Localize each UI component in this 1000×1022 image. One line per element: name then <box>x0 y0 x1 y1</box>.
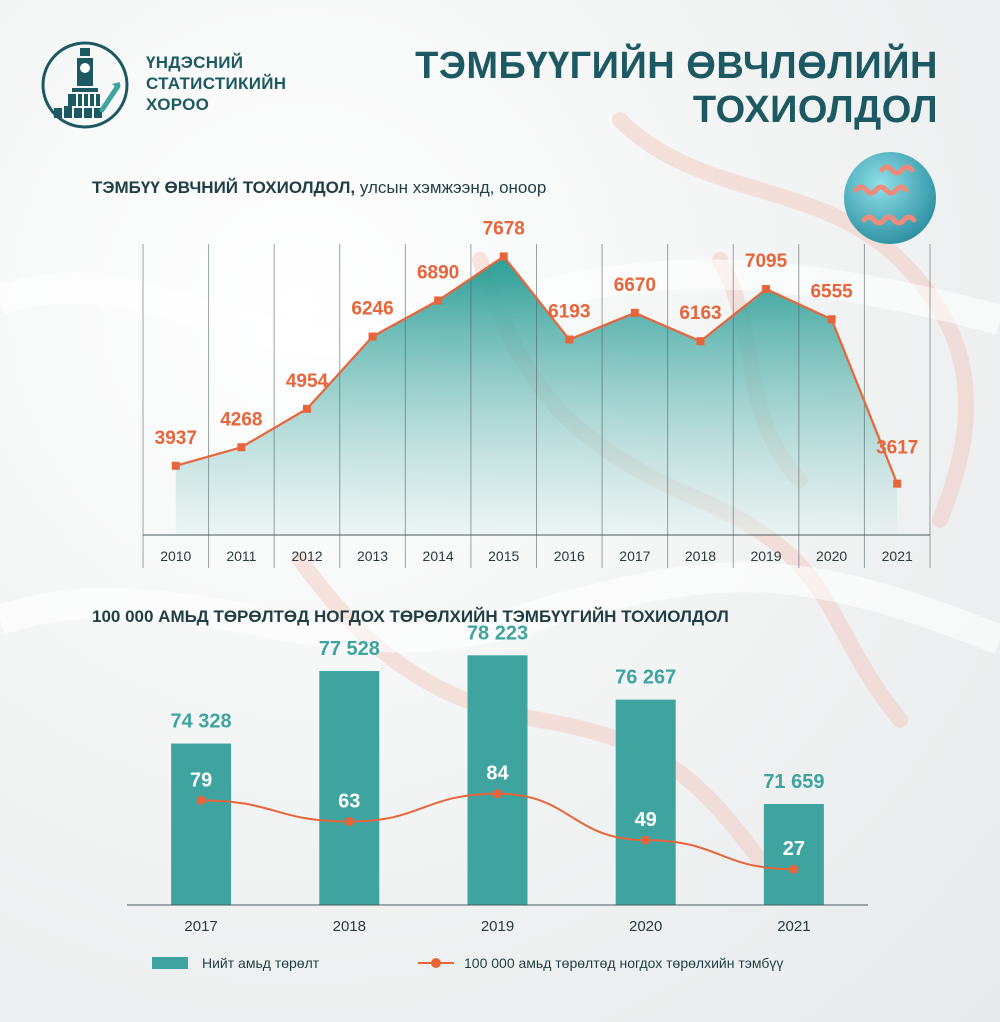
chart2-line-label-2019: 84 <box>486 763 509 785</box>
chart2-tick-2017: 2017 <box>184 918 217 935</box>
chart2-line-label-2018: 63 <box>338 791 360 813</box>
chart1-value-label-2013: 6246 <box>351 299 393 320</box>
chart1-tick-2016: 2016 <box>554 548 585 564</box>
legend-bar-swatch <box>152 957 188 969</box>
chart2-bar-2020 <box>615 699 676 905</box>
legend-item-births: Нийт амьд төрөлт <box>152 955 319 971</box>
chart2-title: 100 000 АМЬД ТӨРӨЛТӨД НОГДОХ ТӨРӨЛХИЙН Т… <box>92 607 729 626</box>
chart2-point-2018 <box>344 817 354 827</box>
chart1-tick-2021: 2021 <box>882 548 913 564</box>
chart2-bar-2019 <box>467 655 528 905</box>
chart1-tick-2020: 2020 <box>816 548 847 564</box>
chart1-value-label-2014: 6890 <box>417 263 459 284</box>
org-name-line-2: СТАТИСТИКИЙН <box>146 74 287 93</box>
chart1-value-label-2015: 7678 <box>483 218 525 239</box>
legend-line-swatch <box>418 957 454 969</box>
legend-label-births: Нийт амьд төрөлт <box>202 955 320 971</box>
legend-label-congenital: 100 000 амьд төрөлтөд ногдох төрөлхийн т… <box>464 955 784 971</box>
chart1-title: ТЭМБҮҮ ӨВЧНИЙ ТОХИОЛДОЛ, улсын хэмжээнд,… <box>92 178 546 198</box>
chart1-value-label-2012: 4954 <box>286 371 329 392</box>
chart1-tick-2013: 2013 <box>357 548 388 564</box>
chart1-tick-2018: 2018 <box>685 548 716 564</box>
chart2-bar-2018 <box>319 671 380 905</box>
chart2-tick-2020: 2020 <box>629 918 662 935</box>
chart1-point-2018 <box>696 337 705 346</box>
chart1-series-line <box>175 254 899 485</box>
chart1-value-label-2018: 6163 <box>679 303 721 324</box>
chart2-tick-2021: 2021 <box>777 918 810 935</box>
chart2-bar-label-2017: 74 328 <box>171 711 232 733</box>
chart1-tick-2014: 2014 <box>423 548 454 564</box>
chart1-value-label-2016: 6193 <box>548 302 590 323</box>
chart1-value-label-2010: 3937 <box>155 428 197 449</box>
chart1-tick-2017: 2017 <box>619 548 650 564</box>
chart2-point-2017 <box>196 795 206 805</box>
legend-item-congenital: 100 000 амьд төрөлтөд ногдох төрөлхийн т… <box>418 955 783 971</box>
chart1-value-label-2021: 3617 <box>876 438 918 459</box>
page-title-line-2: ТОХИОЛДОЛ <box>692 89 938 131</box>
chart1-point-2014 <box>434 296 443 305</box>
chart2-line-label-2020: 49 <box>635 809 657 831</box>
org-name-line-1: ҮНДЭСНИЙ <box>146 53 244 72</box>
chart1-title-main: ТЭМБҮҮ ӨВЧНИЙ ТОХИОЛДОЛ, <box>92 178 356 197</box>
chart1-point-2012 <box>302 404 311 413</box>
chart1-tick-2010: 2010 <box>160 548 191 564</box>
chart2-bar-label-2019: 78 223 <box>467 622 528 644</box>
chart1-tick-2015: 2015 <box>488 548 519 564</box>
chart1-tick-2011: 2011 <box>226 548 256 564</box>
chart2-tick-2018: 2018 <box>333 918 366 935</box>
chart1-value-label-2020: 6555 <box>810 281 853 302</box>
chart2-bar-2021 <box>763 804 824 905</box>
chart1-point-2015 <box>499 252 508 261</box>
chart2-line-label-2021: 27 <box>783 838 805 860</box>
chart2-bar-label-2018: 77 528 <box>319 638 380 660</box>
chart1-point-2020 <box>827 315 836 324</box>
chart2-bar-label-2020: 76 267 <box>615 667 676 689</box>
chart1-value-label-2019: 7095 <box>745 251 788 272</box>
chart1-subtitle: улсын хэмжээнд, оноор <box>359 178 547 197</box>
chart2-tick-2019: 2019 <box>481 918 514 935</box>
bacteria-icon <box>844 152 936 244</box>
chart1-point-2010 <box>171 461 180 470</box>
chart2-point-2021 <box>789 864 799 874</box>
chart1-tick-2012: 2012 <box>291 548 322 564</box>
chart1-value-label-2017: 6670 <box>614 275 656 296</box>
chart1-point-2021 <box>893 479 902 488</box>
org-name-line-3: ХОРОО <box>146 95 210 114</box>
organization-name: ҮНДЭСНИЙ СТАТИСТИКИЙН ХОРОО <box>146 52 286 115</box>
chart2-bar-2017 <box>171 743 232 905</box>
chart2-line-label-2017: 79 <box>190 769 212 791</box>
chart1-tick-2019: 2019 <box>750 548 781 564</box>
chart2-bar-label-2021: 71 659 <box>763 771 824 793</box>
page-title: ТЭМБҮҮГИЙН ӨВЧЛӨЛИЙН ТОХИОЛДОЛ <box>415 44 938 132</box>
chart1-point-2016 <box>565 335 574 344</box>
page-title-line-1: ТЭМБҮҮГИЙН ӨВЧЛӨЛИЙН <box>415 45 938 87</box>
chart1-point-2019 <box>762 285 771 294</box>
statistics-logo-icon <box>41 41 129 129</box>
chart2-point-2020 <box>641 835 651 845</box>
chart2-point-2019 <box>493 789 502 799</box>
syphilis-cases-area-chart: 3937 2010 4268 2011 4954 2012 6246 2013 6890 2014… <box>142 218 931 568</box>
chart1-value-label-2011: 4268 <box>220 409 262 430</box>
chart1-point-2013 <box>368 332 377 341</box>
chart1-point-2017 <box>630 308 639 317</box>
chart1-point-2011 <box>237 443 246 452</box>
